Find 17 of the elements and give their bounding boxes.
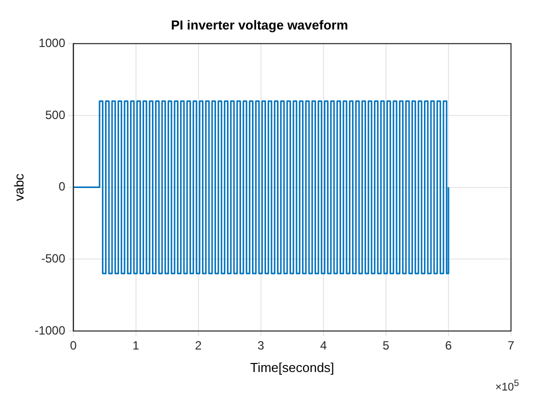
x-tick-label: 7 bbox=[508, 338, 515, 353]
y-tick-label: -1000 bbox=[34, 323, 66, 338]
y-tick-label: 500 bbox=[45, 108, 66, 122]
y-tick-label: 1000 bbox=[38, 36, 66, 50]
x-tick-label: 3 bbox=[258, 338, 265, 353]
x-tick-label: 4 bbox=[320, 338, 328, 353]
chart-title: PI inverter voltage waveform bbox=[170, 17, 348, 32]
x-tick-label: 1 bbox=[132, 338, 140, 353]
x-tick-label: 5 bbox=[382, 338, 390, 353]
text: ×10$^{5}$ bbox=[495, 378, 519, 394]
y-tick-label: -500 bbox=[41, 251, 66, 266]
x-tick-label: 0 bbox=[70, 338, 77, 353]
y-axis-title: vabc bbox=[11, 173, 26, 202]
x-tick-label: 6 bbox=[445, 338, 452, 353]
x-tick-label: 2 bbox=[195, 338, 202, 353]
y-tick-label: 0 bbox=[58, 180, 66, 194]
x-axis-title: Time[seconds] bbox=[250, 360, 334, 375]
